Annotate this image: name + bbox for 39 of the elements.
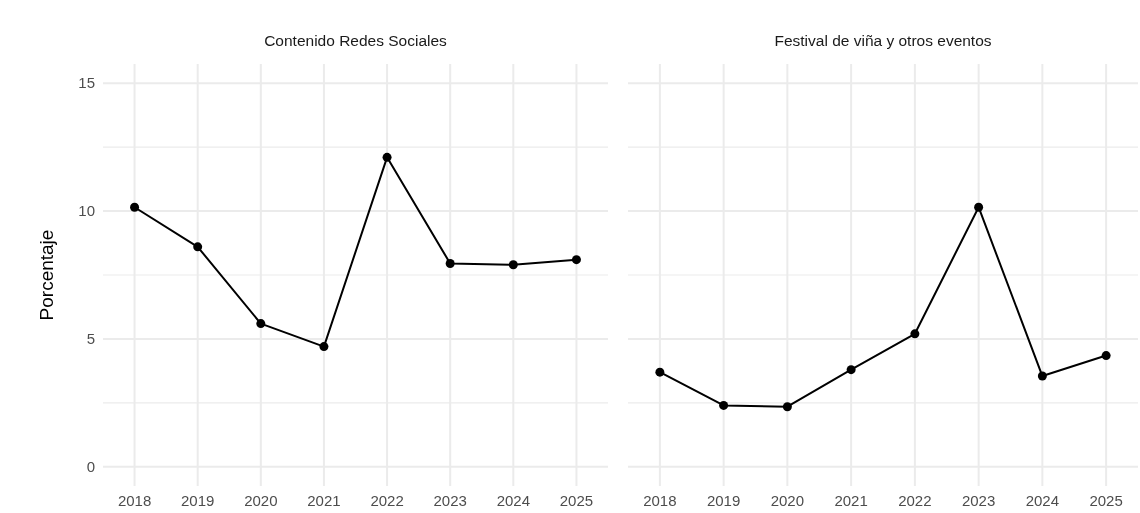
x-tick-label: 2020 (770, 492, 805, 509)
x-tick-label: 2024 (1025, 492, 1060, 509)
point (445, 258, 455, 268)
x-tick-label: 2021 (307, 492, 341, 509)
x-tick-label: 2020 (244, 492, 278, 509)
point (719, 400, 729, 410)
y-axis-title: Porcentaje (36, 229, 57, 321)
point (974, 202, 984, 212)
point (846, 365, 856, 375)
y-tick-label: 10 (78, 202, 95, 220)
x-tick-label: 2018 (117, 492, 152, 509)
y-tick-label: 15 (78, 74, 95, 92)
x-tick-label: 2022 (370, 492, 404, 509)
point (193, 242, 203, 252)
point (256, 319, 266, 329)
y-tick-label: 0 (86, 458, 95, 476)
x-tick-label: 2023 (433, 492, 467, 509)
x-tick-label: 2025 (1089, 492, 1123, 509)
point (1101, 351, 1111, 361)
point (508, 260, 518, 270)
point (782, 402, 792, 412)
x-tick-label: 2018 (643, 492, 677, 509)
point (910, 329, 920, 339)
point (1037, 371, 1047, 381)
chart-title: Festival de viña y otros eventos (774, 32, 992, 49)
point (382, 152, 392, 162)
x-tick-label: 2019 (181, 492, 215, 509)
x-tick-label: 2023 (961, 492, 996, 509)
point (130, 202, 140, 212)
chart-title: Contenido Redes Sociales (264, 32, 448, 49)
x-tick-label: 2024 (496, 492, 530, 509)
x-tick-label: 2022 (898, 492, 932, 509)
y-tick-label: 5 (86, 330, 95, 348)
x-tick-label: 2021 (834, 492, 868, 509)
x-tick-label: 2025 (559, 492, 594, 509)
point (655, 367, 665, 377)
x-tick-label: 2019 (706, 492, 741, 509)
point (571, 255, 581, 265)
point (319, 342, 329, 352)
